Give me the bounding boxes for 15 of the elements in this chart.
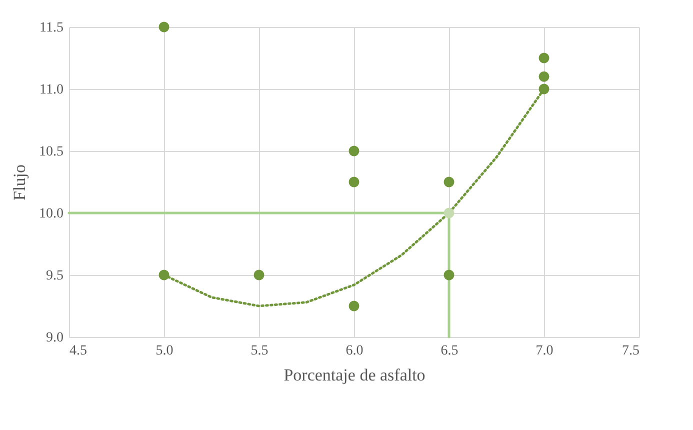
x-axis-title: Porcentaje de asfalto: [284, 366, 426, 384]
y-tick-label: 11.0: [40, 82, 64, 98]
y-tick-label: 9.5: [46, 268, 64, 284]
x-tick-label: 5.0: [156, 344, 174, 358]
x-tick-label: 6.0: [346, 344, 364, 358]
y-tick-label: 11.5: [40, 20, 64, 36]
x-tick-label: 7.5: [622, 344, 640, 358]
y-axis-title: Flujo: [10, 164, 29, 200]
y-tick-label: 10.0: [39, 206, 64, 222]
x-tick-label: 5.5: [250, 344, 268, 358]
y-tick-label: 10.5: [39, 144, 64, 160]
x-tick-label: 4.5: [70, 344, 87, 358]
y-tick-label: 9.0: [46, 330, 64, 346]
x-tick-label: 6.5: [440, 344, 458, 358]
x-tick-label: 7.0: [536, 344, 554, 358]
